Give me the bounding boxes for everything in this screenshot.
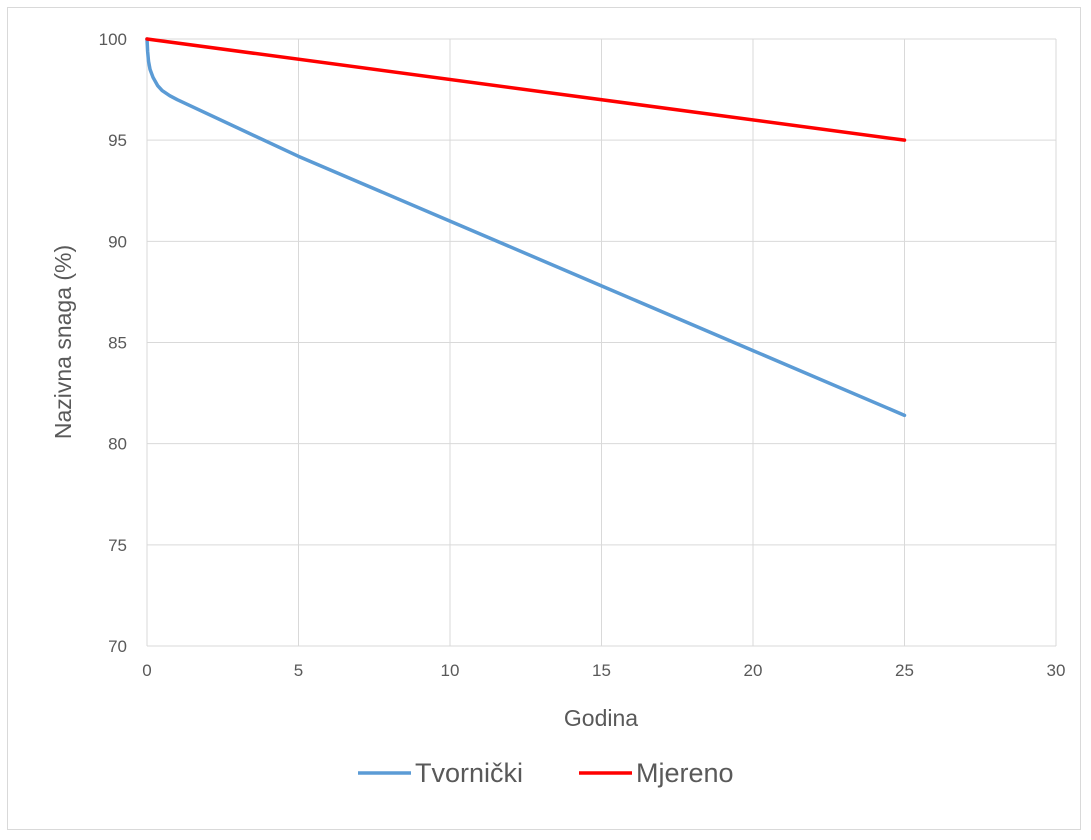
x-tick-label: 30 (1047, 661, 1066, 680)
series-line-mjereno (145, 37, 907, 142)
gridlines (146, 38, 1057, 647)
x-axis-title: Godina (564, 705, 638, 731)
y-tick-label: 70 (108, 637, 127, 656)
x-tick-label: 20 (744, 661, 763, 680)
x-tick-label: 10 (441, 661, 460, 680)
legend-label: Tvornički (415, 758, 523, 788)
legend: Tvornički Mjereno (358, 758, 734, 788)
x-tick-label: 25 (895, 661, 914, 680)
series-layer (145, 37, 907, 418)
x-tick-label: 15 (592, 661, 611, 680)
chart-frame (7, 7, 1081, 830)
x-tick-label: 0 (142, 661, 151, 680)
y-tick-label: 95 (108, 131, 127, 150)
series-line-tvornicki (145, 37, 907, 418)
y-tick-label: 90 (108, 232, 127, 251)
y-tick-label: 100 (99, 30, 127, 49)
x-tick-label: 5 (294, 661, 303, 680)
y-tick-label: 75 (108, 536, 127, 555)
legend-label: Mjereno (636, 758, 734, 788)
y-axis-title: Nazivna snaga (%) (50, 245, 76, 439)
tick-labels: 70 75 80 85 90 95 100 0 5 10 15 20 25 30 (99, 30, 1066, 680)
y-tick-label: 85 (108, 334, 127, 353)
y-tick-label: 80 (108, 435, 127, 454)
